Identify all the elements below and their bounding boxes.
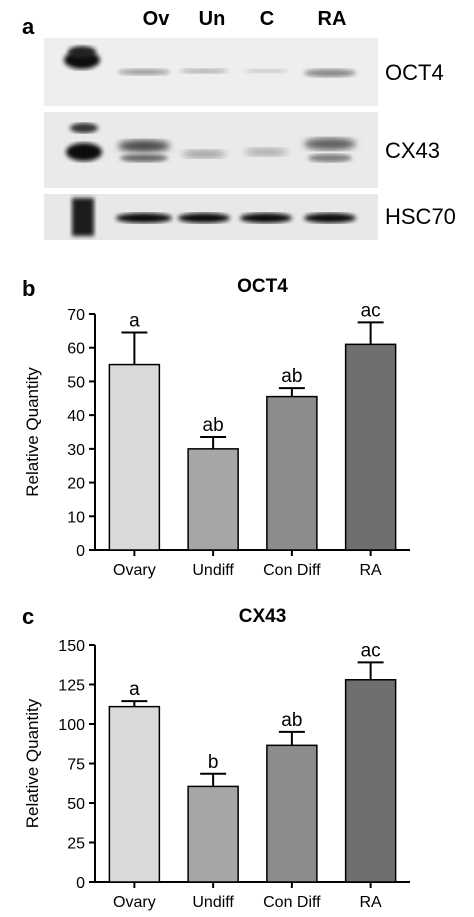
x-tick-label: Ovary [113, 562, 156, 579]
y-tick-label: 40 [67, 408, 85, 425]
protein-label-cx43: CX43 [385, 138, 441, 163]
chart-title: OCT4 [237, 276, 288, 297]
x-tick-label: RA [360, 894, 383, 911]
significance-letter: b [208, 752, 219, 773]
y-tick-label: 20 [67, 476, 85, 493]
blot-strip-cx43 [44, 112, 378, 188]
bar [108, 363, 161, 551]
chart-oct4: OCT4 Relative Quantity 0 10 20 30 40 50 60 70 a Ova… [0, 270, 474, 590]
y-tick-label: 125 [58, 678, 85, 695]
protein-label-hsc70: HSC70 [385, 204, 456, 229]
y-tick-label: 50 [67, 796, 85, 813]
chart-cx43-svg: CX43 Relative Quantity 0 25 50 75 100 125 150 a Ov… [23, 606, 410, 911]
y-tick-label: 60 [67, 341, 85, 358]
significance-letter: ab [203, 415, 224, 436]
bar [187, 448, 239, 551]
panel-letter-a: a [22, 14, 35, 39]
y-tick-label: 0 [76, 875, 85, 892]
lane-label-ra: RA [317, 8, 347, 30]
y-tick-label: 100 [58, 717, 85, 734]
protein-label-oct4: OCT4 [385, 60, 444, 85]
x-tick-label: Undiff [192, 562, 234, 579]
blot-strip-hsc70 [44, 194, 378, 240]
x-tick-label: RA [360, 562, 383, 579]
y-tick-label: 70 [67, 307, 85, 324]
bar [344, 679, 397, 883]
significance-letter: ac [361, 300, 381, 321]
y-tick-label: 150 [58, 638, 85, 655]
bar [266, 744, 318, 883]
x-tick-label: Ovary [113, 894, 156, 911]
significance-letter: ab [281, 366, 302, 387]
lane-label-c: C [259, 8, 275, 30]
y-tick-label: 30 [67, 442, 85, 459]
y-tick-label: 0 [76, 543, 85, 560]
chart-cx43: CX43 Relative Quantity 0 25 50 75 100 125 150 a Ov… [0, 598, 474, 917]
blot-strip-oct4 [44, 38, 378, 106]
panel-letter-b: b [22, 276, 36, 301]
panel-letter-c: c [22, 604, 35, 629]
y-tick-label: 25 [67, 836, 85, 853]
bar [344, 343, 397, 551]
x-tick-label: Undiff [192, 894, 234, 911]
y-tick-label: 50 [67, 374, 85, 391]
significance-letter: ac [361, 640, 381, 661]
bar [187, 785, 239, 883]
y-axis-label: Relative Quantity [23, 698, 42, 828]
y-tick-label: 75 [67, 757, 85, 774]
y-axis-label: Relative Quantity [23, 367, 42, 497]
lane-label-ov: Ov [142, 8, 170, 30]
significance-letter: ab [281, 710, 302, 731]
y-tick-label: 10 [67, 509, 85, 526]
lane-label-un: Un [198, 8, 226, 30]
significance-letter: a [129, 311, 140, 332]
chart-oct4-svg: OCT4 Relative Quantity 0 10 20 30 40 50 60 70 a Ova… [23, 276, 410, 579]
significance-letter: a [129, 679, 140, 700]
bar [108, 705, 161, 883]
x-tick-label: Con Diff [263, 562, 321, 579]
bar [266, 395, 318, 551]
x-tick-label: Con Diff [263, 894, 321, 911]
chart-title: CX43 [239, 606, 287, 627]
